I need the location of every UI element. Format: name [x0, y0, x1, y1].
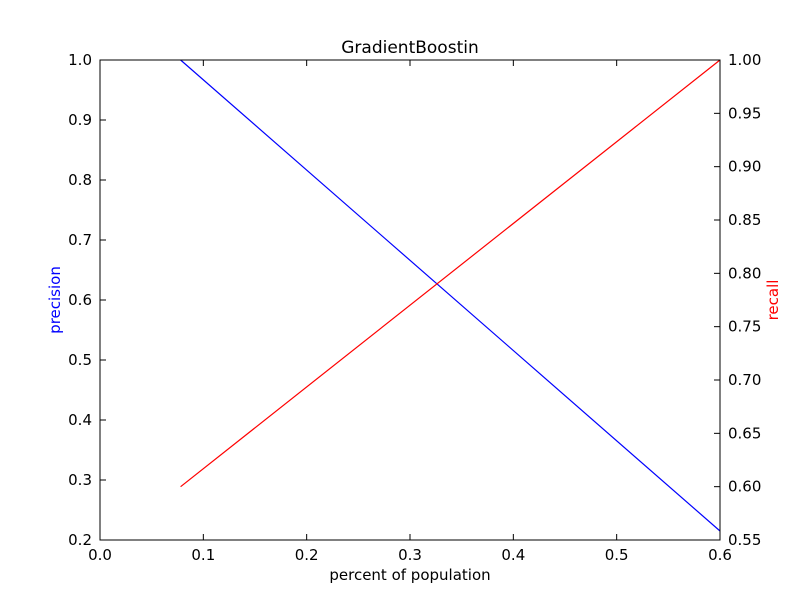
y-left-tick-label: 0.3 [68, 471, 92, 489]
x-tick-label: 0.3 [398, 546, 422, 564]
series-layer [180, 59, 721, 532]
y-right-tick-label: 0.90 [728, 158, 761, 176]
y-left-tick-label: 0.4 [68, 411, 92, 429]
chart-title: GradientBoostin [341, 38, 478, 58]
recall-line [180, 59, 721, 488]
y-left-tick-label: 0.2 [68, 531, 92, 549]
y-left-tick-label: 0.8 [68, 171, 92, 189]
y-left-tick-label: 1.0 [68, 51, 92, 69]
x-tick-label: 0.5 [605, 546, 629, 564]
y-axis-right-label: recall [764, 280, 782, 321]
x-axis-label: percent of population [329, 566, 490, 584]
y-right-tick-label: 0.55 [728, 531, 761, 549]
y-right-tick-label: 0.70 [728, 371, 761, 389]
y-right-tick-label: 0.95 [728, 104, 761, 122]
x-tick-label: 0.6 [708, 546, 732, 564]
y-left-tick-label: 0.6 [68, 291, 92, 309]
y-right-tick-label: 0.85 [728, 211, 761, 229]
y-right-tick-label: 0.65 [728, 424, 761, 442]
x-tick-label: 0.0 [88, 546, 112, 564]
y-left-tick-label: 0.5 [68, 351, 92, 369]
x-tick-label: 0.4 [501, 546, 525, 564]
precision-line [180, 59, 721, 532]
plot-frame [99, 59, 721, 541]
x-tick-label: 0.1 [191, 546, 215, 564]
y-right-tick-label: 0.80 [728, 264, 761, 282]
y-right-tick-label: 0.60 [728, 478, 761, 496]
x-tick-label: 0.2 [295, 546, 319, 564]
ticks-layer: 0.0 0.1 0.2 0.3 0.4 0.5 0.60.20.30.40.50.60.70… [68, 51, 761, 564]
y-left-tick-label: 0.9 [68, 111, 92, 129]
y-axis-left-label: precision [46, 266, 64, 334]
y-right-tick-label: 1.00 [728, 51, 761, 69]
y-right-tick-label: 0.75 [728, 318, 761, 336]
y-left-tick-label: 0.7 [68, 231, 92, 249]
